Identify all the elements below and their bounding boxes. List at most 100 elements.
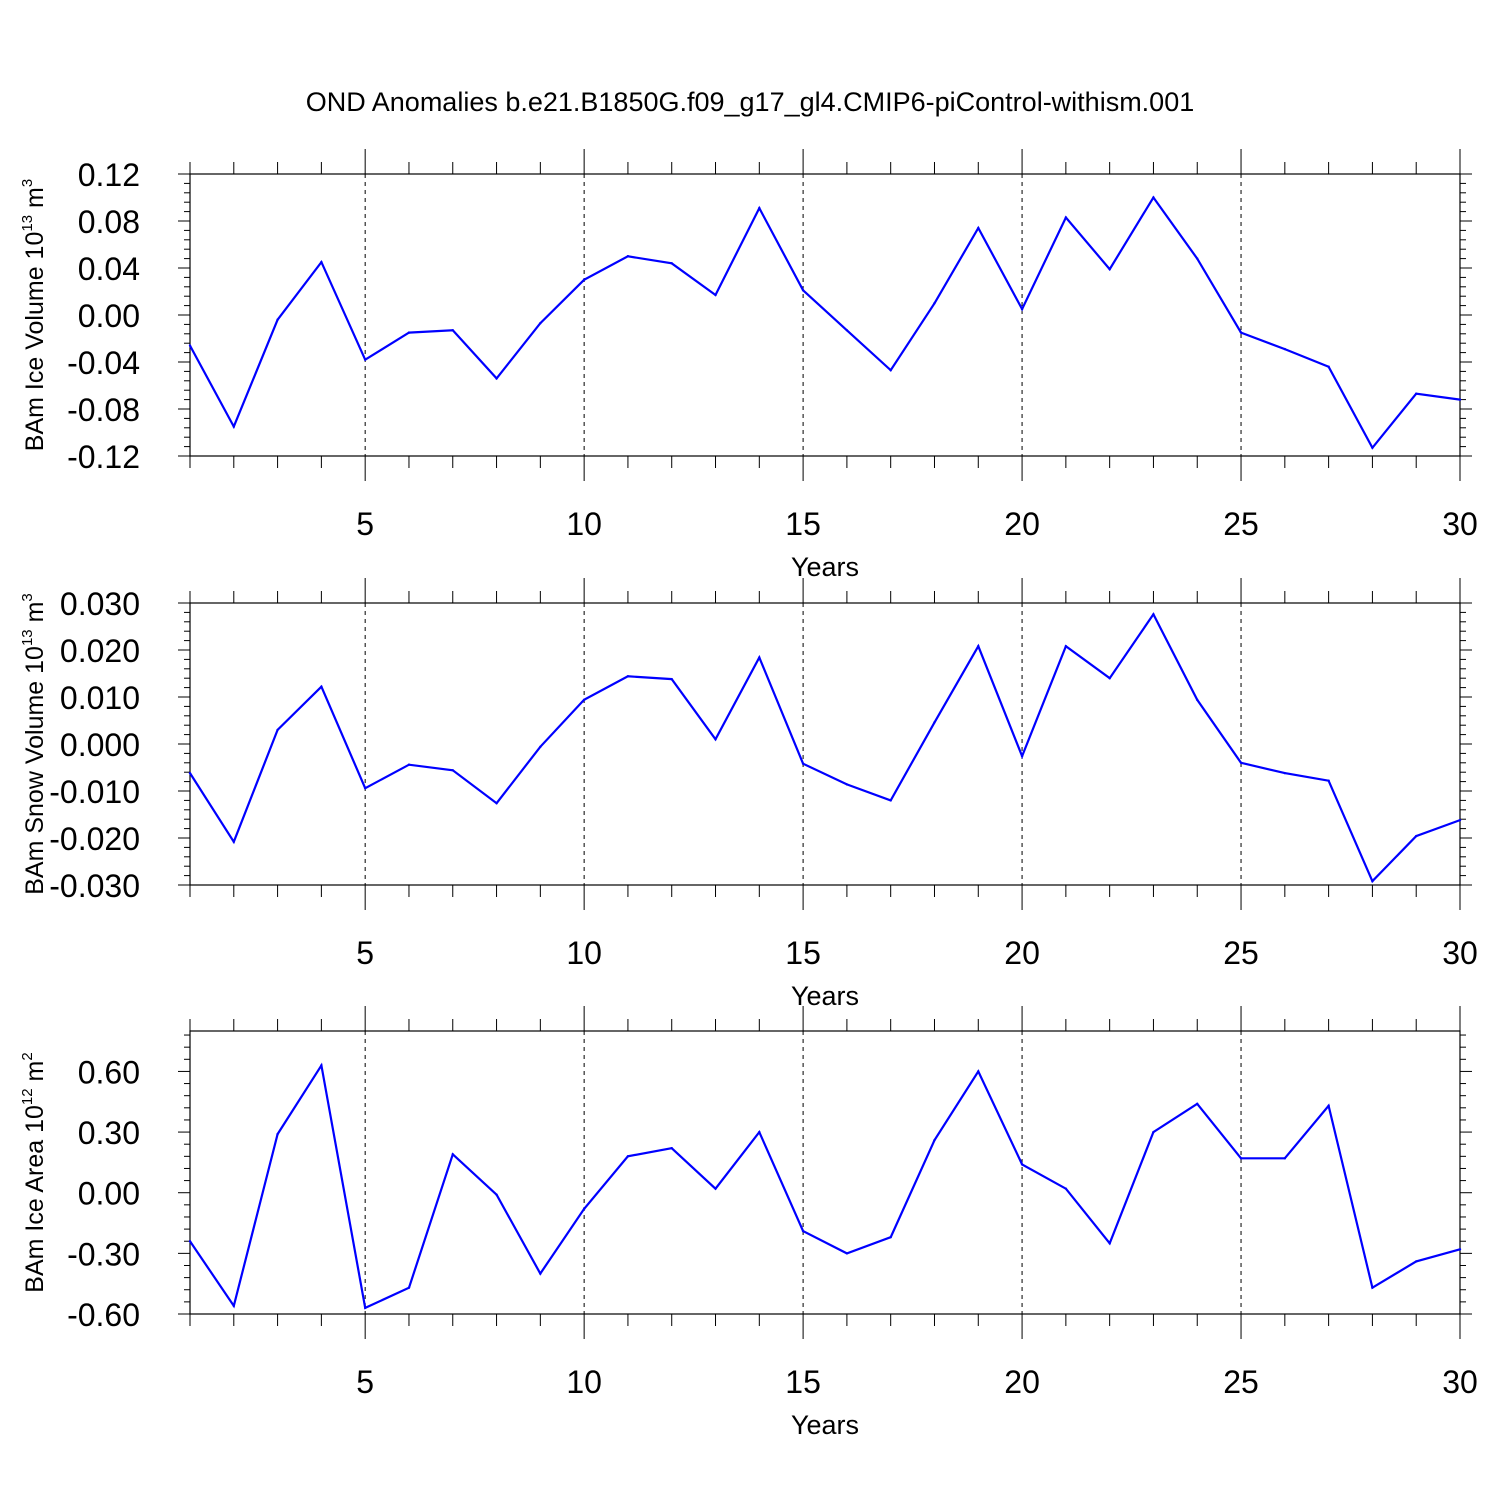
- data-point: [1239, 1157, 1243, 1160]
- data-point: [801, 1229, 805, 1233]
- data-point: [539, 745, 542, 749]
- x-tick-label: 30: [1442, 506, 1478, 542]
- data-point: [1371, 446, 1374, 449]
- data-point: [495, 1193, 498, 1196]
- data-point: [1152, 1130, 1155, 1134]
- data-point: [1458, 398, 1462, 401]
- data-point: [758, 206, 761, 210]
- data-point: [1064, 645, 1068, 648]
- data-point: [1196, 698, 1199, 702]
- data-point: [1283, 1157, 1287, 1160]
- data-point: [1020, 1163, 1024, 1166]
- data-point: [1283, 771, 1287, 775]
- x-tick-label: 30: [1442, 935, 1478, 971]
- data-point: [801, 289, 805, 292]
- chart-panels: -0.12 -0.08 -0.04 0.00 0.04 0.08 0.12 5 10 15 20 25…: [19, 149, 1478, 1440]
- y-tick-label: 0.030: [60, 586, 140, 622]
- x-tick-label: 20: [1004, 1364, 1040, 1400]
- x-tick-label: 25: [1223, 1364, 1259, 1400]
- y-tick-label: 0.010: [60, 680, 140, 716]
- data-point: [1108, 677, 1111, 680]
- data-point: [1327, 779, 1330, 782]
- data-point: [1371, 880, 1374, 883]
- data-point: [1415, 834, 1418, 838]
- x-tick-label: 15: [785, 1364, 821, 1400]
- plot-frame: [189, 1030, 1461, 1315]
- data-point: [758, 656, 761, 659]
- data-point: [451, 769, 454, 772]
- data-point: [933, 721, 936, 724]
- data-point: [714, 738, 717, 741]
- data-point: [582, 278, 586, 281]
- y-tick-label: 0.000: [60, 727, 140, 763]
- data-point: [1196, 257, 1199, 260]
- plot-frame: [189, 602, 1461, 886]
- data-point: [232, 840, 235, 843]
- x-tick-label: 25: [1223, 506, 1259, 542]
- data-point: [539, 1272, 542, 1275]
- data-point: [188, 344, 192, 347]
- data-point: [1415, 1260, 1418, 1263]
- data-point: [407, 763, 411, 766]
- data-point: [1020, 755, 1024, 758]
- data-point: [933, 302, 936, 305]
- x-tick-label: 15: [785, 506, 821, 542]
- y-tick-label: -0.030: [49, 868, 140, 904]
- data-point: [1020, 307, 1024, 311]
- data-point: [1415, 392, 1418, 395]
- data-point: [188, 771, 192, 775]
- plot-frame: [189, 173, 1461, 457]
- y-tick-label: -0.020: [49, 821, 140, 857]
- x-tick-label: 15: [785, 935, 821, 971]
- data-point: [1327, 1104, 1330, 1107]
- series-line: [189, 612, 1461, 884]
- x-tick-label: 20: [1004, 506, 1040, 542]
- y-tick-label: 0.00: [78, 1176, 140, 1212]
- data-point: [582, 698, 586, 702]
- data-point: [407, 1286, 411, 1289]
- data-point: [626, 1155, 630, 1158]
- data-point: [1239, 331, 1243, 334]
- data-point: [582, 1207, 586, 1211]
- x-tick-label: 5: [356, 506, 374, 542]
- data-point: [626, 675, 630, 678]
- data-point: [1152, 196, 1155, 199]
- chart-panel-3: -0.60 -0.30 0.00 0.30 0.60 5 10 15 20 25 30 Years BA…: [19, 1006, 1478, 1440]
- x-tick-label: 10: [566, 935, 602, 971]
- data-point: [977, 1070, 980, 1073]
- y-tick-label: 0.020: [60, 633, 140, 669]
- data-point: [670, 262, 673, 265]
- data-point: [363, 1306, 367, 1310]
- chart-title: OND Anomalies b.e21.B1850G.f09_g17_gl4.C…: [306, 87, 1194, 117]
- chart-panel-2: -0.030 -0.020 -0.010 0.000 0.010 0.020 0.030 5 1…: [19, 578, 1478, 1011]
- data-point: [670, 1147, 673, 1150]
- x-tick-label: 25: [1223, 935, 1259, 971]
- data-point: [1064, 216, 1068, 219]
- x-axis-label: Years: [791, 552, 859, 582]
- y-tick-label: -0.12: [67, 439, 140, 475]
- data-point: [276, 728, 279, 732]
- data-point: [276, 318, 279, 321]
- y-tick-label: 0.08: [78, 204, 140, 240]
- x-axis-label: Years: [791, 981, 859, 1011]
- data-point: [407, 331, 411, 334]
- data-point: [363, 786, 367, 790]
- data-point: [845, 329, 849, 332]
- x-tick-label: 20: [1004, 935, 1040, 971]
- x-tick-label: 5: [356, 1364, 374, 1400]
- y-tick-label: -0.60: [67, 1297, 140, 1333]
- data-point: [714, 293, 717, 297]
- x-tick-label: 5: [356, 935, 374, 971]
- data-point: [1108, 1242, 1111, 1245]
- data-point: [670, 677, 673, 681]
- data-point: [276, 1132, 279, 1136]
- data-point: [1283, 347, 1287, 351]
- y-tick-label: 0.04: [78, 251, 140, 287]
- data-point: [889, 1235, 892, 1239]
- data-point: [1327, 365, 1330, 368]
- data-point: [320, 260, 323, 264]
- data-point: [845, 1252, 849, 1255]
- data-point: [495, 377, 498, 380]
- x-tick-label: 10: [566, 506, 602, 542]
